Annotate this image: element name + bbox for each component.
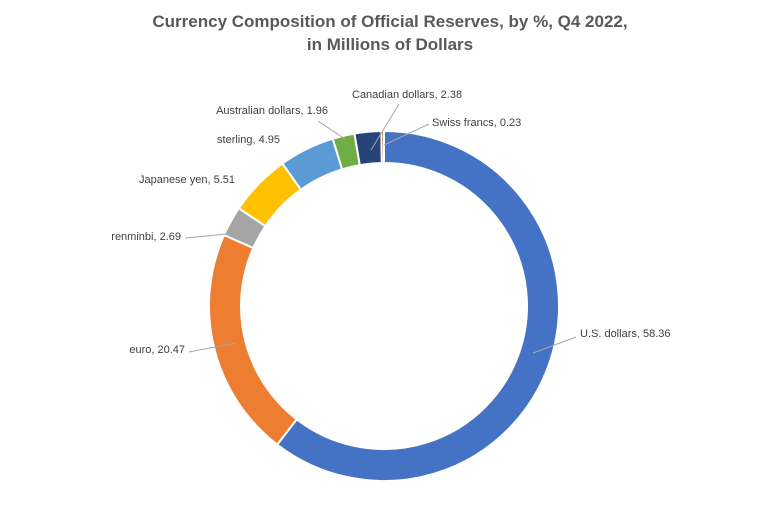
slice-euro [208,233,299,447]
leader-line-canadian-dollars [370,103,400,151]
slice-u-s-dollars [275,129,560,482]
leader-line-swiss-francs [383,123,430,146]
data-label-sterling: sterling, 4.95 [217,134,280,146]
slice-canadian-dollars [353,130,383,167]
leader-line-u-s-dollars [532,336,577,354]
data-label-euro: euro, 20.47 [129,344,185,356]
data-label-canadian-dollars: Canadian dollars, 2.38 [352,89,462,101]
data-label-u-s-dollars: U.S. dollars, 58.36 [580,328,671,340]
data-label-swiss-francs: Swiss francs, 0.23 [432,117,521,129]
data-label-australian-dollars: Australian dollars, 1.96 [216,105,328,117]
slice-swiss-francs [380,129,385,165]
data-label-japanese-yen: Japanese yen, 5.51 [139,174,235,186]
chart-title-line-1: Currency Composition of Official Reserve… [152,12,628,31]
chart-title-line-2: in Millions of Dollars [306,35,474,54]
leader-line-renminbi [184,232,238,239]
data-label-renminbi: renminbi, 2.69 [111,231,181,243]
leader-line-euro [188,342,237,353]
leader-line-australian-dollars [317,120,346,140]
